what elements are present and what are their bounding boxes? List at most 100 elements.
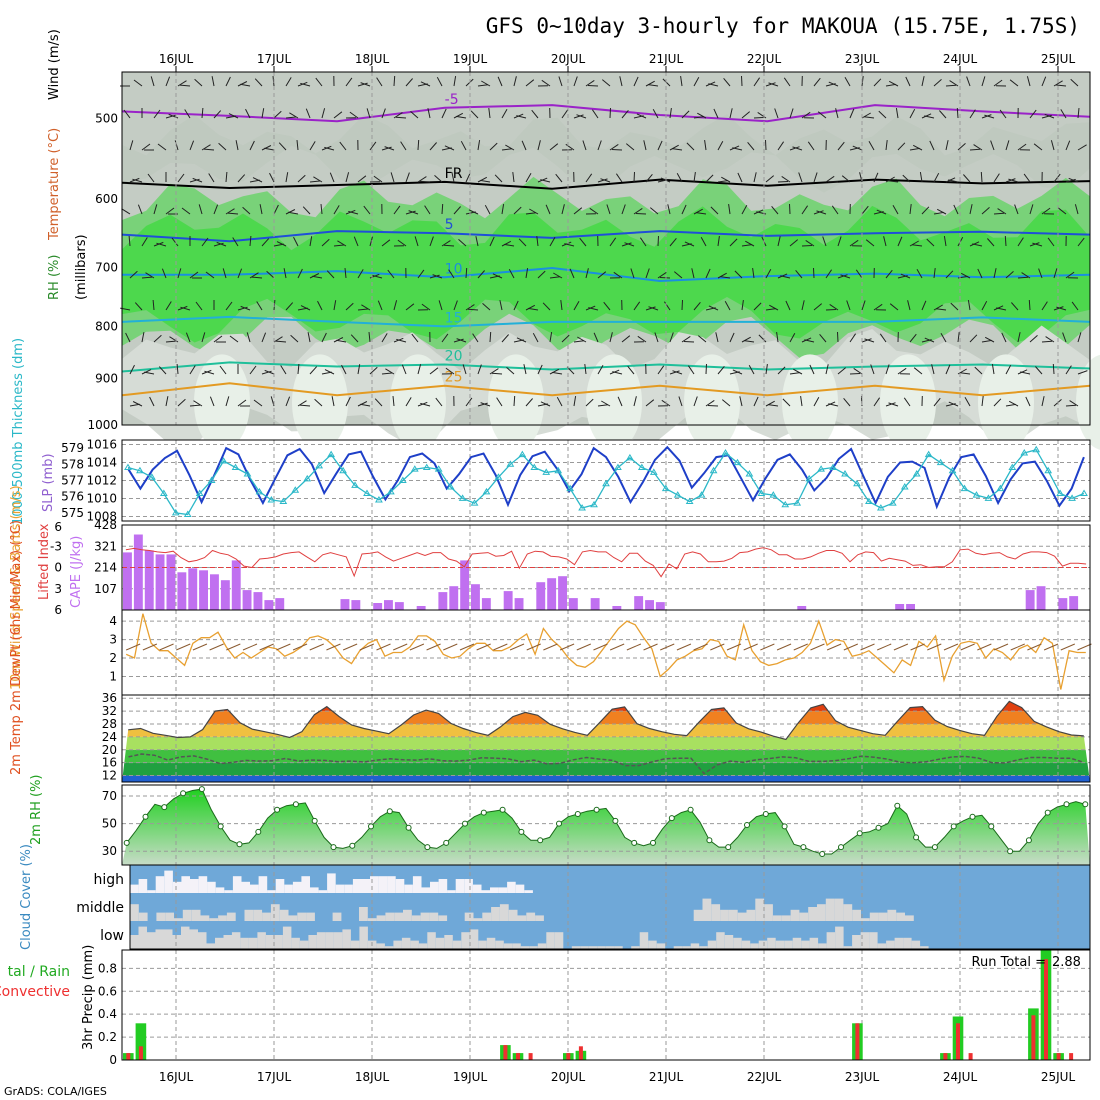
wind-barb <box>776 332 779 343</box>
cloud-bar-high <box>361 879 370 893</box>
cape-tick: 428 <box>94 518 117 532</box>
wind-barb <box>737 172 743 183</box>
slp-frame <box>121 439 1091 522</box>
wind-barb <box>883 236 887 247</box>
cloud-bar-high <box>472 884 482 893</box>
thickness-point <box>315 461 324 469</box>
wind-barb <box>561 109 569 119</box>
wind-barb <box>909 333 917 343</box>
wind-barb <box>321 108 326 119</box>
slp-line <box>127 445 1085 510</box>
wind-barb <box>693 116 704 119</box>
cloud-bar-middle <box>878 912 888 921</box>
wind-barb <box>381 146 392 151</box>
wind-barb <box>615 173 623 183</box>
wind-barb <box>793 368 803 375</box>
thickness-point <box>661 484 670 492</box>
wind-barb <box>505 144 515 151</box>
cloud-bar-low <box>818 943 827 949</box>
thickness-point <box>745 470 754 477</box>
cloud-row-label: high <box>93 872 124 888</box>
wind-barb <box>401 364 407 375</box>
wind-barb <box>645 80 655 87</box>
cloud-bar-middle <box>270 904 280 921</box>
wind-barb <box>189 178 200 183</box>
wind-barb <box>185 332 191 343</box>
wind-barb <box>297 174 306 183</box>
wind-barb <box>708 83 719 87</box>
cape-bar <box>394 602 404 610</box>
precip-label-group: 3hr Precip (mm) <box>81 945 96 1050</box>
rh-point <box>292 801 299 808</box>
wind-barb <box>429 236 434 247</box>
wind-barb <box>285 209 296 215</box>
wind-barb-10m <box>426 643 441 651</box>
wind-barb <box>285 172 289 183</box>
thickness-point <box>159 489 168 496</box>
rh-label-group: 2m RH (%) <box>29 774 44 845</box>
rh-point <box>875 824 882 831</box>
wind-barb <box>390 172 395 183</box>
cloud-bar-middle <box>728 909 738 921</box>
wind-barb <box>189 271 199 279</box>
cloud-bar-high <box>250 884 259 893</box>
wind-barb-10m <box>159 643 174 651</box>
cloud-bar-high <box>224 890 233 893</box>
cape-label-group: CAPE (J/kg) <box>69 536 84 608</box>
wind-barb <box>1077 108 1080 119</box>
wind-barb-10m <box>810 643 825 651</box>
rh-axis-label: 2m RH (%) <box>29 774 44 845</box>
wind-barb <box>800 396 803 407</box>
cloud-bar-high <box>138 879 148 893</box>
cloud-bar-low <box>554 932 564 949</box>
cloud-bar-low <box>206 943 215 949</box>
wind-barb <box>924 115 935 119</box>
temp-line <box>128 700 1084 741</box>
temp-label-group: 2m Temp 2m DewPt (6hr Min/Max) (°C) <box>9 520 24 775</box>
wind-barb <box>648 306 659 311</box>
rh-point <box>574 811 581 817</box>
cloud-bar-low <box>359 926 368 949</box>
wind-barb <box>633 207 643 215</box>
wind-barb <box>1065 140 1071 151</box>
wind-barb <box>189 404 201 407</box>
wind-barb <box>285 396 291 407</box>
wind-barb <box>829 303 839 311</box>
wind-barb <box>921 300 927 311</box>
bottom-date-label: 17JUL <box>257 1070 292 1084</box>
precip-tick: 0.6 <box>98 984 117 998</box>
cloud-bar-low <box>920 946 929 949</box>
rh-point <box>706 837 713 844</box>
rh-point <box>725 844 732 851</box>
wind-barb <box>612 371 623 375</box>
temp-axis-label: 2m Temp 2m DewPt (6hr Min/Max) (°C) <box>9 520 24 775</box>
cloud-bar-high <box>387 876 396 893</box>
cloud-bar-high <box>207 881 216 893</box>
wind-barb <box>603 301 611 311</box>
wind-barb <box>435 397 443 407</box>
wind-barb <box>991 364 995 375</box>
wind-barb-10m <box>609 643 625 651</box>
wind-barb <box>885 402 896 407</box>
wind-barb <box>532 332 539 343</box>
wind-barb <box>468 209 479 215</box>
wind-barb <box>909 147 920 151</box>
rh-point <box>593 806 600 813</box>
slp-tick: 1012 <box>86 474 117 488</box>
wind-barb <box>1065 404 1077 407</box>
wind-barb <box>717 180 728 183</box>
precip-convective-bar <box>1044 959 1048 1060</box>
wind-barb <box>903 397 911 407</box>
cape-bar <box>242 590 252 610</box>
wind-barb <box>816 210 827 215</box>
wind-barb <box>417 139 420 151</box>
cloud-bar-middle <box>905 915 914 921</box>
cloud-bar-high <box>352 879 362 893</box>
wind-barb <box>645 268 650 279</box>
rh-label: RH (%) <box>47 255 62 300</box>
cloud-bar-high <box>481 890 490 893</box>
wind-barb <box>481 80 491 87</box>
wind-barb <box>969 109 976 119</box>
precip-background <box>122 950 1090 1060</box>
precip-convective-bar <box>1069 1053 1074 1060</box>
